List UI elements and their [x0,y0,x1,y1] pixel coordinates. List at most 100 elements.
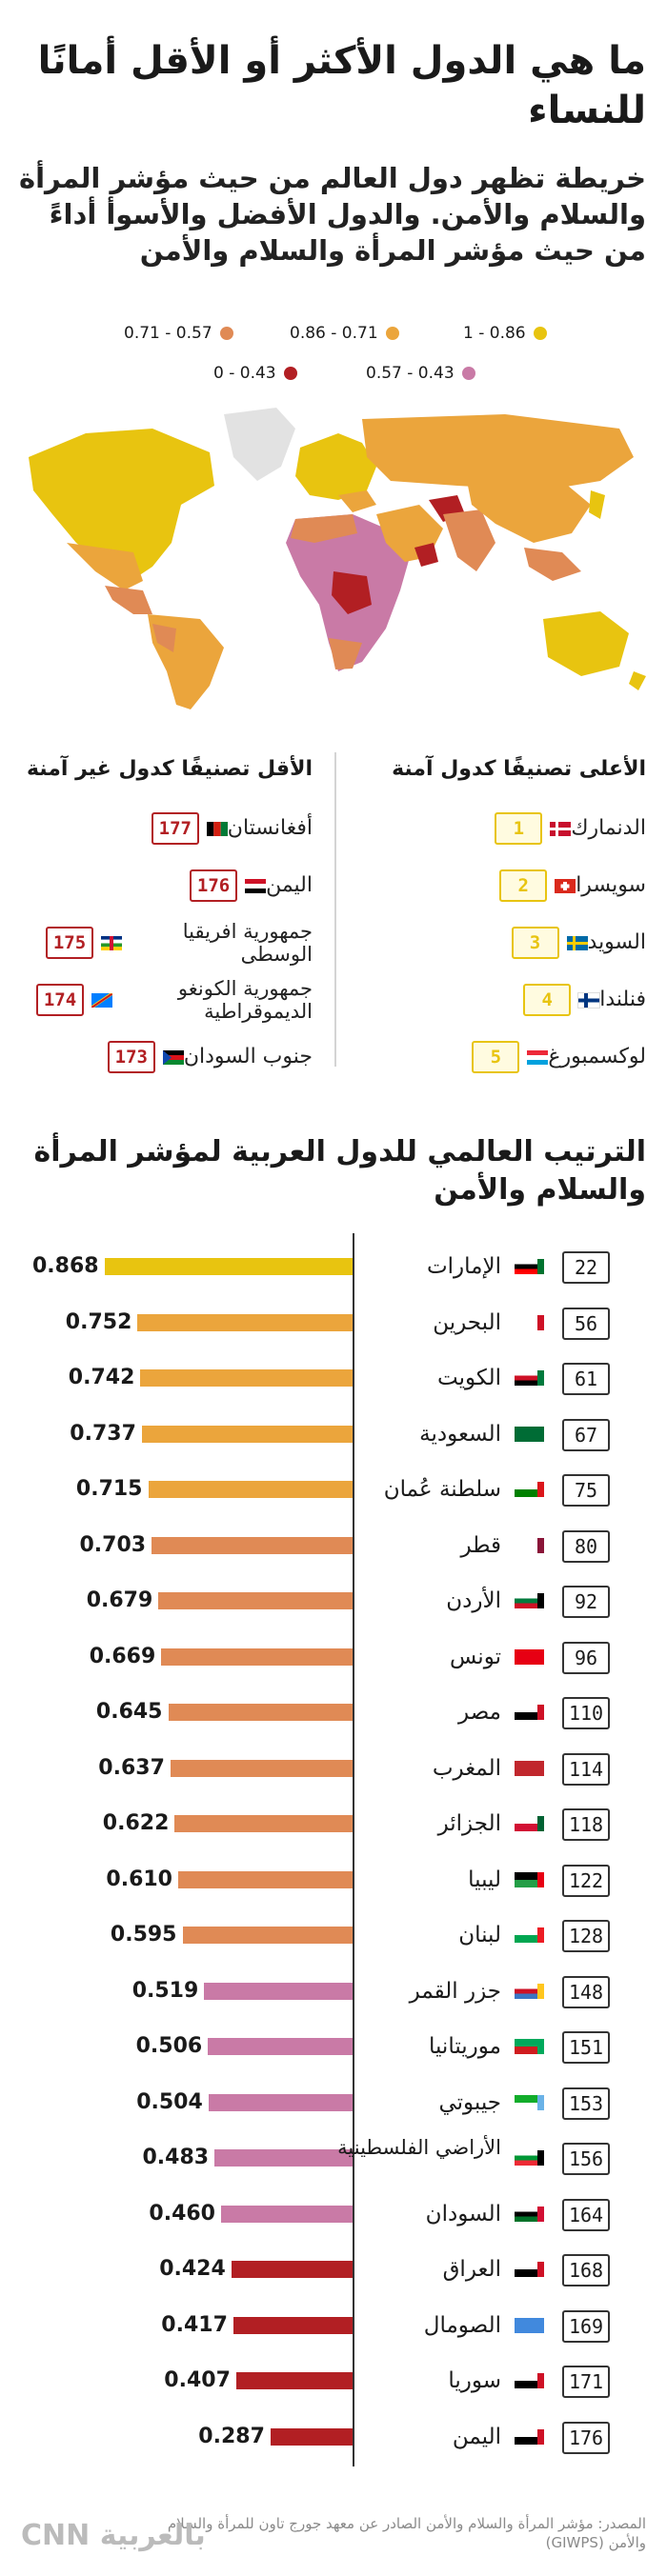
category-label: تونس [449,1644,501,1669]
country-flag-icon [515,1482,544,1497]
colombia-venezuela-shape [152,624,176,652]
bar [141,1425,353,1443]
country-flag-icon [515,1314,544,1330]
world-map-graphic [29,408,646,709]
list-item: 3 السويد [351,914,646,971]
europe-shape [295,433,376,500]
rank-badge: 175 [46,927,93,959]
rank-badge: 110 [562,1697,610,1729]
rank-badge: 176 [562,2421,610,2454]
rank-badge: 4 [523,984,572,1016]
chart-row: 0.715 سلطنة عُمان 75 [0,1470,667,1510]
category-label: المغرب [432,1755,501,1781]
category-label: الإمارات [427,1254,501,1279]
country-flag-icon [515,2373,544,2388]
rank-badge: 128 [562,1920,610,1952]
bar [158,1592,353,1609]
category-label: الأراضي الفلسطينية [337,2136,501,2159]
source-note: المصدر: مؤشر المرأة والسلام والأمن الصاد… [167,2515,646,2551]
bar [231,2261,353,2278]
legend-dot [385,327,399,340]
chart-row: 0.742 الكويت 61 [0,1359,667,1399]
flag-yemen-icon [245,878,267,893]
rank-badge: 2 [499,869,548,902]
bar [170,1759,353,1777]
chart-row: 0.483 الأراضي الفلسطينية 156 [0,2136,667,2179]
chart-row: 0.424 العراق 168 [0,2250,667,2290]
rank-badge: 169 [562,2309,610,2343]
data-label: 0.622 [102,1811,170,1835]
country-name: جمهورية افريقيا الوسطى [182,920,313,966]
country-name: السويد [587,930,646,954]
category-label: سلطنة عُمان [383,1477,501,1502]
bar [168,1704,353,1721]
country-name: جنوب السودان [183,1045,313,1068]
bottom-ranked-list: 177 أفغانستان 176 اليمن 175 جمهورية افري… [17,800,313,1086]
country-flag-icon [515,1816,544,1831]
flag-sweden-icon [566,935,588,950]
rank-badge: 61 [562,1363,610,1395]
rank-badge: 171 [562,2366,610,2398]
category-label: العراق [442,2257,501,2282]
rank-badge: 80 [562,1529,610,1563]
data-label: 0.669 [89,1644,156,1668]
legend-item-0-043: 0 - 0.43 [213,364,297,383]
data-label: 0.460 [149,2201,215,2226]
legend-label: 0.57 - 0.43 [366,364,455,383]
country-flag-icon [515,1370,544,1386]
rank-badge: 164 [562,2198,610,2231]
bar [208,2093,353,2111]
data-label: 0.737 [70,1421,136,1446]
rank-badge: 67 [562,1418,610,1451]
rank-badge: 5 [472,1041,520,1073]
flag-denmark-icon [550,821,572,836]
rank-badge: 118 [562,1808,610,1841]
rank-badge: 22 [562,1251,610,1284]
country-flag-icon [515,1871,544,1887]
bar [221,2205,353,2223]
flag-switzerland-icon [555,878,576,893]
data-label: 0.595 [110,1923,177,1947]
data-label: 0.752 [65,1309,132,1334]
data-label: 0.407 [164,2368,231,2392]
column-divider [334,752,336,1067]
list-item: 1 الدنمارك [351,800,646,857]
chart-row: 0.506 موريتانيا 151 [0,2027,667,2067]
bottom-ranked-title: الأقل تصنيفًا كدول غير آمنة [26,757,313,781]
country-flag-icon [515,2317,544,2333]
country-flag-icon [515,2150,544,2166]
bar [104,1258,353,1275]
legend-dot [283,367,297,380]
rank-badge: 174 [36,984,84,1016]
country-flag-icon [515,2428,544,2445]
country-flag-icon [515,1760,544,1776]
east-asia-shape [467,481,591,543]
chart-row: 0.519 جزر القمر 148 [0,1972,667,2012]
southeast-asia-shape [524,548,581,581]
southeast-europe-shape [338,490,376,512]
list-item: 175 جمهورية افريقيا الوسطى [17,914,313,971]
country-flag-icon [515,1983,544,1999]
legend-dot [219,327,233,340]
list-item: 177 أفغانستان [17,800,313,857]
rank-badge: 75 [562,1474,610,1507]
category-label: السودان [425,2201,501,2227]
bar [235,2372,353,2389]
central-africa-shape [332,571,372,614]
list-item: 2 سويسرا [351,857,646,914]
data-label: 0.645 [95,1700,163,1724]
arab-ranking-title: الترتيب العالمي للدول العربية لمؤشر المر… [33,1135,646,1207]
legend-label: 0 - 0.43 [213,364,276,383]
rank-badge: 156 [562,2143,610,2175]
country-name: فنلندا [599,988,646,1011]
data-label: 0.504 [136,2089,203,2114]
central-america-shape [105,586,152,614]
country-flag-icon [515,1426,544,1442]
data-label: 0.679 [86,1588,153,1612]
category-label: لبنان [458,1923,501,1947]
country-name: أفغانستان [227,816,313,840]
bar [174,1815,353,1832]
country-name: الدنمارك [571,816,646,840]
north-america-shape [29,429,214,586]
chart-row: 0.737 السعودية 67 [0,1415,667,1455]
